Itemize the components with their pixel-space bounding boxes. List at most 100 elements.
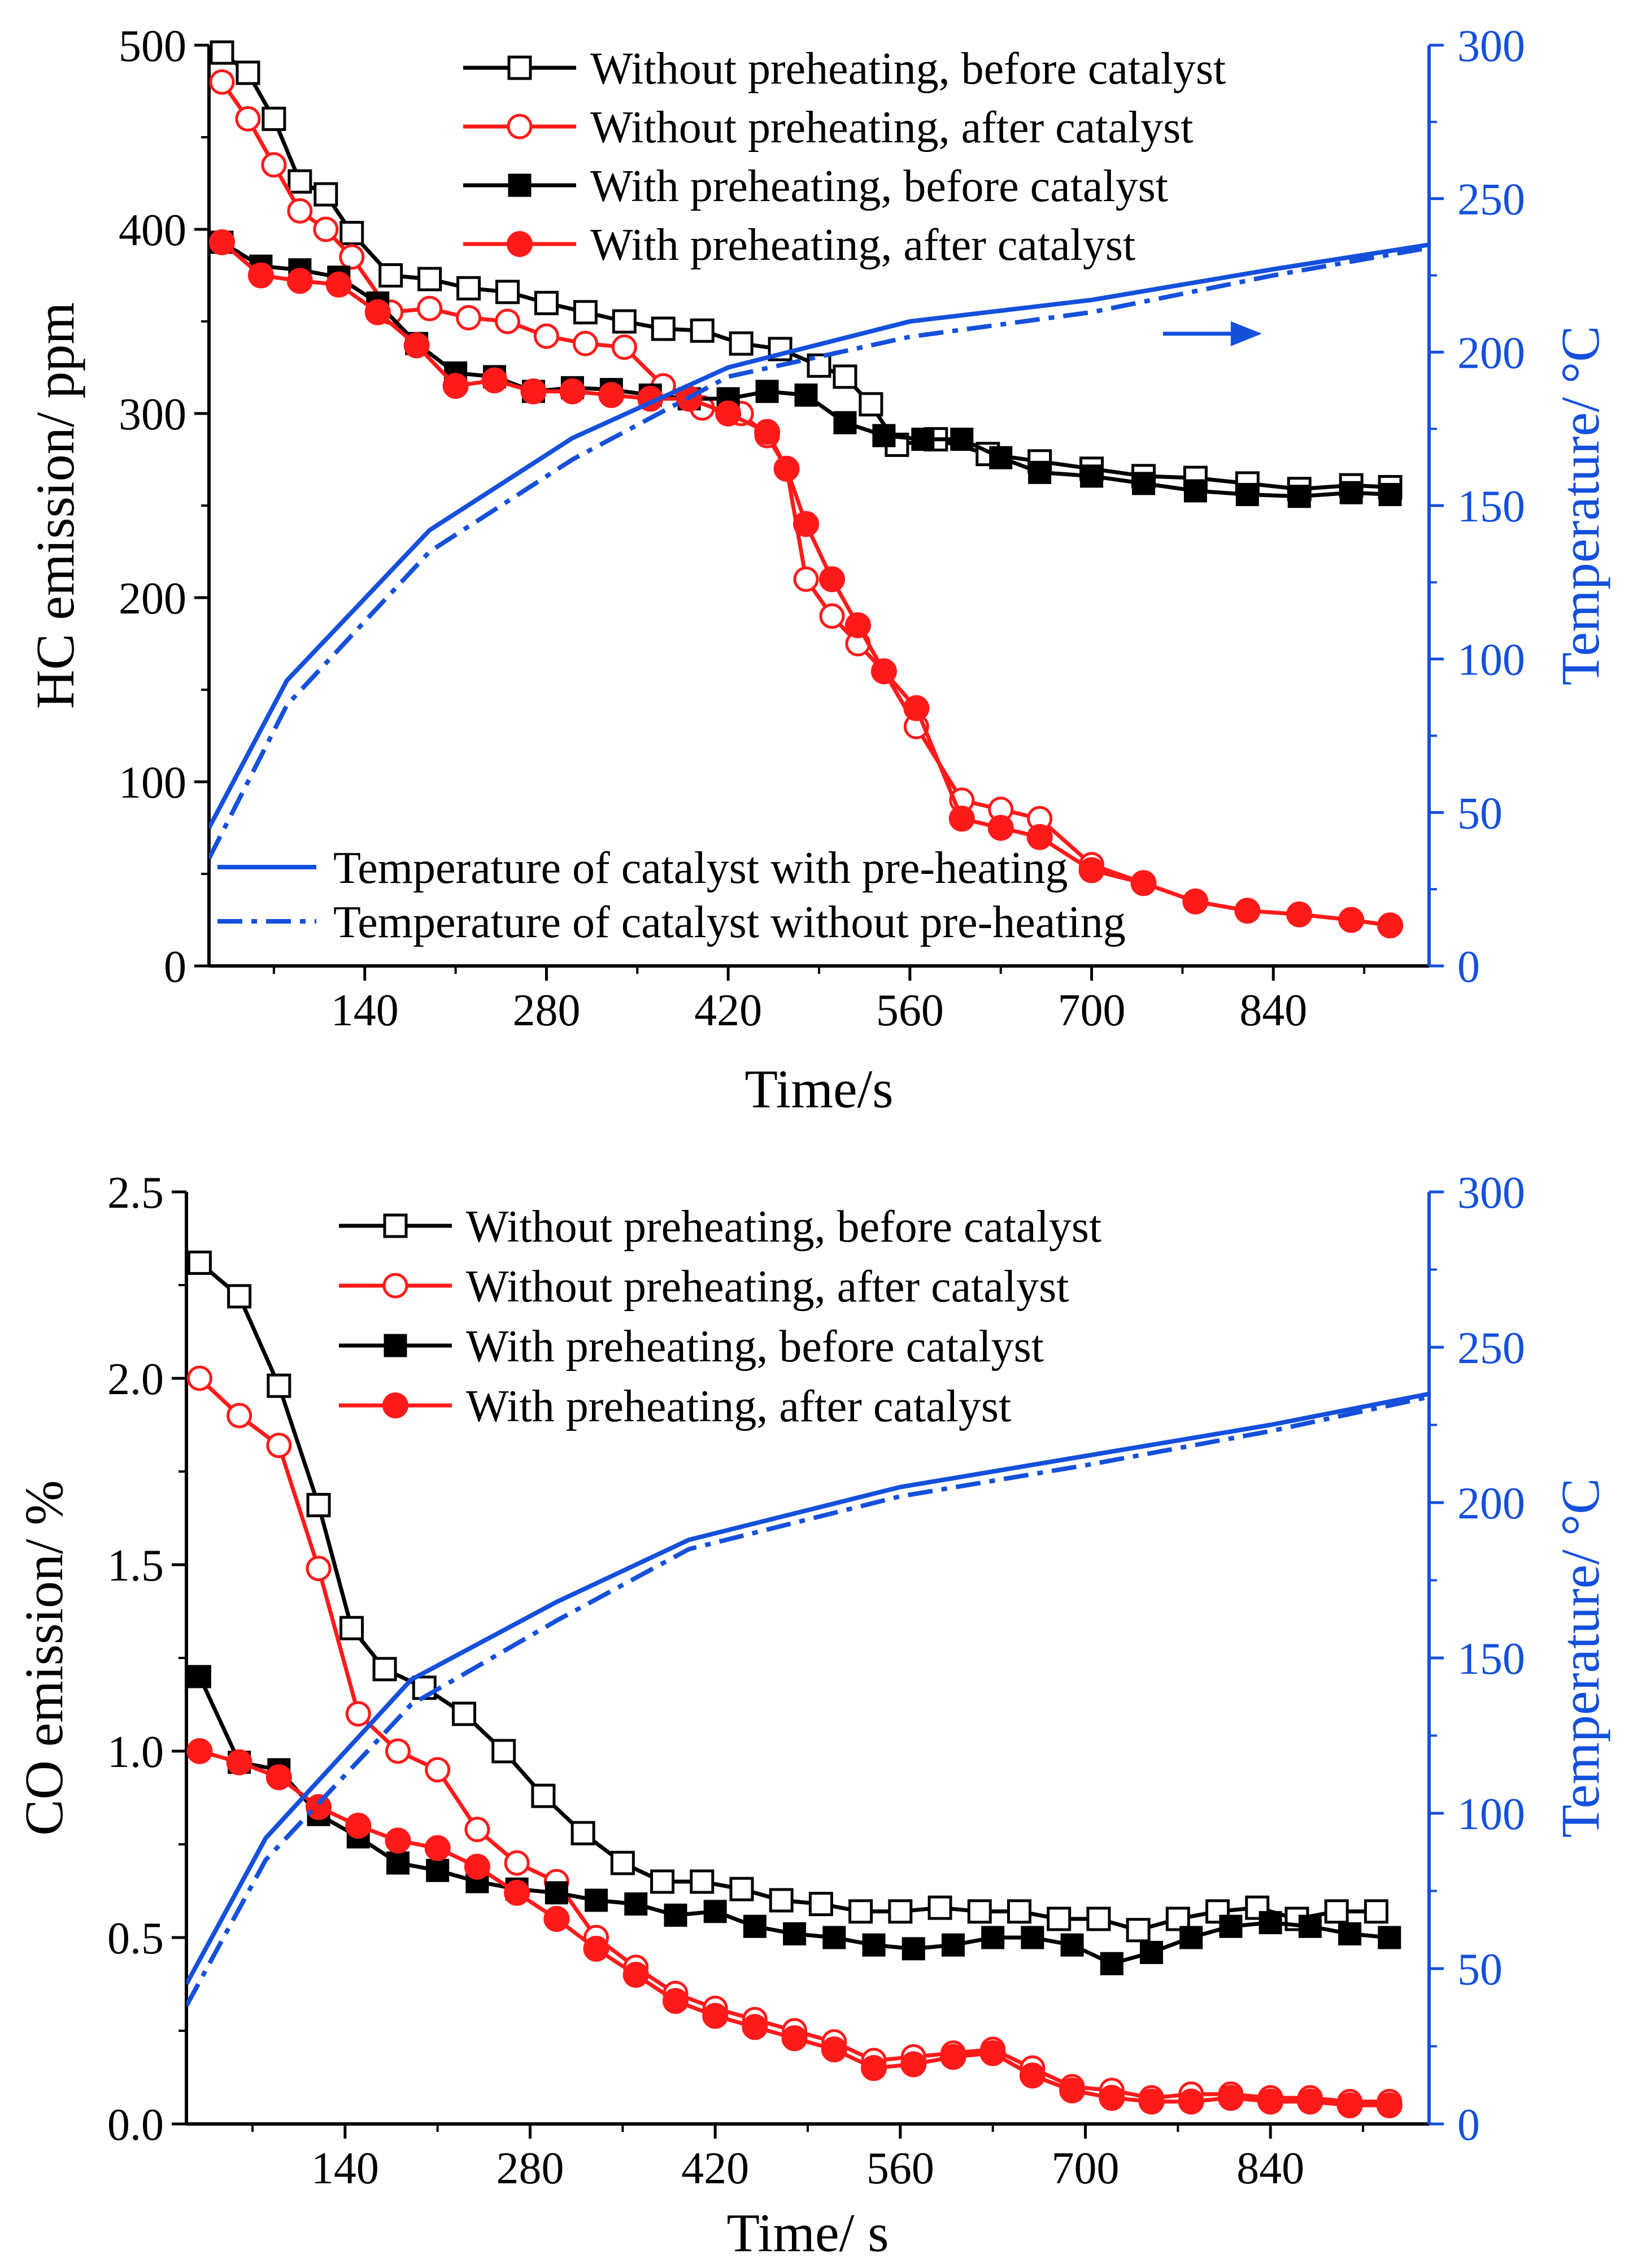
data-point — [729, 331, 754, 356]
legend-marker — [382, 1273, 408, 1299]
data-point — [424, 1835, 451, 1861]
data-point — [911, 428, 935, 451]
data-point — [571, 1821, 595, 1845]
data-point — [1078, 857, 1105, 883]
data-point — [1336, 2092, 1363, 2118]
y2-tick-label: 50 — [1457, 789, 1503, 838]
data-point — [1140, 1940, 1164, 1964]
y2-tick-label: 250 — [1457, 1324, 1525, 1373]
data-point — [624, 1892, 648, 1916]
data-point — [1019, 2062, 1046, 2089]
data-point — [941, 1933, 965, 1957]
x-tick-label: 420 — [694, 986, 762, 1035]
data-point — [504, 1879, 530, 1906]
data-point — [451, 1701, 476, 1726]
data-point — [1130, 870, 1157, 896]
data-point — [1339, 481, 1363, 504]
data-point — [651, 316, 676, 341]
data-point — [611, 334, 637, 360]
arrow-head-icon — [1230, 321, 1262, 346]
y-tick-label: 500 — [119, 21, 186, 71]
data-point — [426, 1858, 450, 1882]
data-point — [266, 1433, 292, 1459]
data-point — [442, 373, 469, 399]
data-point — [227, 1403, 252, 1429]
data-point — [288, 169, 312, 194]
y-axis-title: HC emission/ ppm — [25, 302, 85, 709]
y-tick-label: 1.0 — [107, 1727, 164, 1777]
data-point — [821, 2036, 847, 2062]
data-point — [1378, 482, 1402, 506]
data-point — [870, 658, 897, 685]
data-point — [1286, 901, 1313, 928]
data-point — [417, 267, 442, 291]
data-point — [1376, 2092, 1403, 2118]
series-line — [186, 1391, 1429, 1986]
y2-tick-label: 300 — [1457, 1168, 1525, 1218]
data-point — [425, 1757, 451, 1783]
data-point — [900, 2051, 927, 2078]
legend-entry: Without preheating, before catalyst — [463, 44, 1226, 94]
legend-entry: Without preheating, after catalyst — [463, 103, 1193, 153]
data-point — [729, 1877, 754, 1901]
series-line — [209, 245, 1429, 860]
x-tick-label: 840 — [1239, 986, 1307, 1035]
legend-entry: With preheating, after catalyst — [463, 220, 1135, 270]
series-5 — [186, 1391, 1429, 1986]
y-axis-title: CO emission/ % — [14, 1480, 74, 1835]
data-point — [208, 229, 235, 255]
series-2 — [186, 1365, 1403, 2114]
data-point — [186, 1738, 213, 1764]
data-point — [818, 566, 845, 593]
data-point — [1257, 2088, 1284, 2115]
data-point — [1235, 482, 1259, 506]
data-point — [650, 1869, 675, 1894]
y2-tick-label: 200 — [1457, 1479, 1525, 1529]
y2-axis-title: Temperature/ °C — [1550, 326, 1610, 686]
data-point — [948, 806, 975, 832]
data-point — [364, 299, 391, 325]
data-point — [1026, 824, 1053, 850]
y-tick-label: 0.0 — [107, 2100, 164, 2150]
data-point — [1287, 485, 1311, 508]
data-point — [585, 1888, 608, 1912]
chart-panel-1: 140 280 420 560 700 840 0 100 200 300 400 500 0 50 100… — [25, 21, 1610, 1119]
data-point — [188, 1665, 211, 1688]
data-point — [1126, 1918, 1151, 1943]
x-tick-label: 140 — [331, 986, 399, 1035]
x-axis-title: Time/ s — [726, 2202, 889, 2263]
legend-label: Without preheating, before catalyst — [466, 1202, 1101, 1252]
data-point — [573, 300, 598, 325]
y-tick-label: 1.5 — [107, 1541, 164, 1591]
series-5 — [209, 242, 1429, 829]
data-point — [610, 1851, 635, 1875]
data-point — [1182, 888, 1209, 915]
y-tick-label: 2.5 — [107, 1168, 164, 1218]
data-point — [464, 1817, 490, 1843]
data-point — [210, 40, 234, 65]
x-tick-label: 840 — [1236, 2144, 1304, 2193]
data-point — [265, 1764, 292, 1791]
data-point — [1338, 1922, 1362, 1945]
data-point — [464, 1853, 490, 1880]
legend-marker — [508, 173, 532, 197]
data-point — [1086, 1906, 1111, 1931]
y2-tick-label: 200 — [1457, 328, 1525, 378]
data-point — [783, 1922, 807, 1945]
series-line — [186, 1395, 1429, 2007]
y2-tick-label: 300 — [1457, 21, 1525, 71]
data-point — [1298, 1914, 1322, 1938]
y2-tick-label: 250 — [1457, 175, 1525, 225]
data-point — [1059, 2077, 1086, 2104]
data-point — [1219, 1914, 1243, 1938]
x-tick-label: 700 — [1051, 2144, 1119, 2193]
data-point — [187, 1250, 212, 1275]
data-point — [417, 295, 443, 321]
data-point — [967, 1899, 992, 1924]
data-point — [262, 106, 286, 131]
data-point — [559, 378, 586, 404]
legend-marker — [507, 231, 533, 257]
data-point — [1217, 2084, 1244, 2111]
data-point — [385, 1827, 411, 1854]
